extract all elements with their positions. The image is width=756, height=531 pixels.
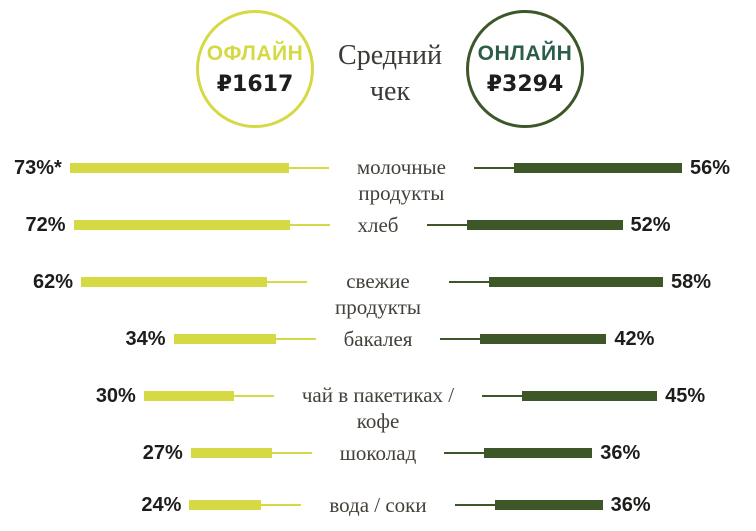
offline-percent-label: 34% [125, 327, 166, 350]
category-row-water-juice: 24% вода / соки 36% [14, 479, 742, 531]
offline-circle: ОФЛАЙН ₽1617 [196, 10, 314, 128]
online-bar-group: 52% [405, 214, 743, 237]
online-average-check: ₽3294 [486, 71, 564, 97]
offline-bar-group: 34% [14, 328, 338, 351]
category-row-grocery: 34% бакалея 42% [14, 313, 742, 365]
chart-title-line1: Средний [338, 40, 442, 71]
offline-leader-line [261, 504, 302, 506]
offline-leader-line [233, 395, 274, 397]
offline-leader-line [266, 281, 307, 283]
offline-bar-group: 30% [14, 385, 296, 408]
offline-percent-label: 72% [25, 213, 66, 236]
offline-bar [80, 277, 267, 287]
online-leader-line [444, 452, 485, 454]
online-bar [494, 500, 603, 510]
online-leader-line [449, 281, 490, 283]
offline-percent-label: 24% [141, 493, 182, 516]
offline-bar [73, 220, 290, 230]
offline-average-check: ₽1617 [216, 71, 294, 97]
chart-header: ОФЛАЙН ₽1617 Средний чек ОНЛАЙН ₽3294 [0, 0, 756, 137]
online-circle-label: ОНЛАЙН [477, 41, 573, 65]
offline-percent-label: 30% [95, 384, 136, 407]
category-row-chocolate: 27% шоколад 36% [14, 427, 742, 479]
offline-bar-group: 72% [14, 214, 352, 237]
category-label: бакалея [343, 327, 413, 351]
online-bar [514, 163, 682, 173]
online-bar [484, 448, 593, 458]
online-percent-label: 52% [630, 213, 671, 236]
category-label: шоколад [339, 441, 417, 465]
offline-percent-label: 62% [32, 270, 73, 293]
online-bar-group: 36% [433, 494, 742, 517]
category-label: свежие продукты [334, 269, 422, 319]
offline-bar-group: 62% [14, 271, 329, 294]
category-row-bread: 72% хлеб 52% [14, 199, 742, 251]
offline-bar [143, 391, 234, 401]
offline-bar-group: 27% [14, 442, 334, 465]
online-bar [489, 277, 664, 287]
online-percent-label: 58% [671, 270, 712, 293]
online-percent-label: 36% [600, 441, 641, 464]
online-percent-label: 36% [610, 493, 651, 516]
online-bar-group: 42% [418, 328, 742, 351]
offline-circle-label: ОФЛАЙН [206, 41, 304, 65]
category-row-tea-coffee: 30% чай в пакетиках / кофе 45% [14, 365, 742, 433]
offline-bar [189, 500, 262, 510]
category-row-dairy: 73%* молочные продукты 56% [14, 137, 742, 205]
offline-leader-line [271, 452, 312, 454]
online-bar-group: 36% [422, 442, 742, 465]
category-label: чай в пакетиках / кофе [301, 383, 455, 433]
offline-leader-line [288, 167, 329, 169]
offline-leader-line [275, 338, 316, 340]
online-leader-line [426, 224, 467, 226]
online-percent-label: 42% [614, 327, 655, 350]
online-percent-label: 45% [665, 384, 706, 407]
online-bar [480, 334, 607, 344]
category-label: вода / соки [329, 493, 427, 517]
online-leader-line [482, 395, 523, 397]
offline-bar [69, 163, 289, 173]
online-bar-group: 56% [452, 157, 742, 180]
offline-bar-group: 24% [14, 494, 323, 517]
online-leader-line [440, 338, 481, 340]
bar-chart-rows: 73%* молочные продукты 56% 72% хлеб 52% [0, 137, 756, 531]
chart-title: Средний чек [328, 38, 452, 110]
offline-percent-label: 27% [142, 441, 183, 464]
online-bar [522, 391, 658, 401]
category-row-fresh: 62% свежие продукты 58% [14, 251, 742, 319]
category-label: молочные продукты [356, 155, 446, 205]
offline-percent-label: 73%* [14, 156, 62, 179]
chart-title-line2: чек [369, 76, 411, 107]
online-leader-line [474, 167, 514, 169]
online-bar [466, 220, 623, 230]
online-percent-label: 56% [690, 156, 731, 179]
offline-bar [190, 448, 272, 458]
online-bar-group: 45% [460, 385, 742, 408]
online-leader-line [454, 504, 495, 506]
offline-bar [173, 334, 276, 344]
offline-leader-line [289, 224, 330, 226]
category-label: хлеб [357, 213, 399, 237]
online-circle: ОНЛАЙН ₽3294 [466, 10, 584, 128]
offline-bar-group: 73%* [14, 157, 351, 180]
online-bar-group: 58% [427, 271, 742, 294]
